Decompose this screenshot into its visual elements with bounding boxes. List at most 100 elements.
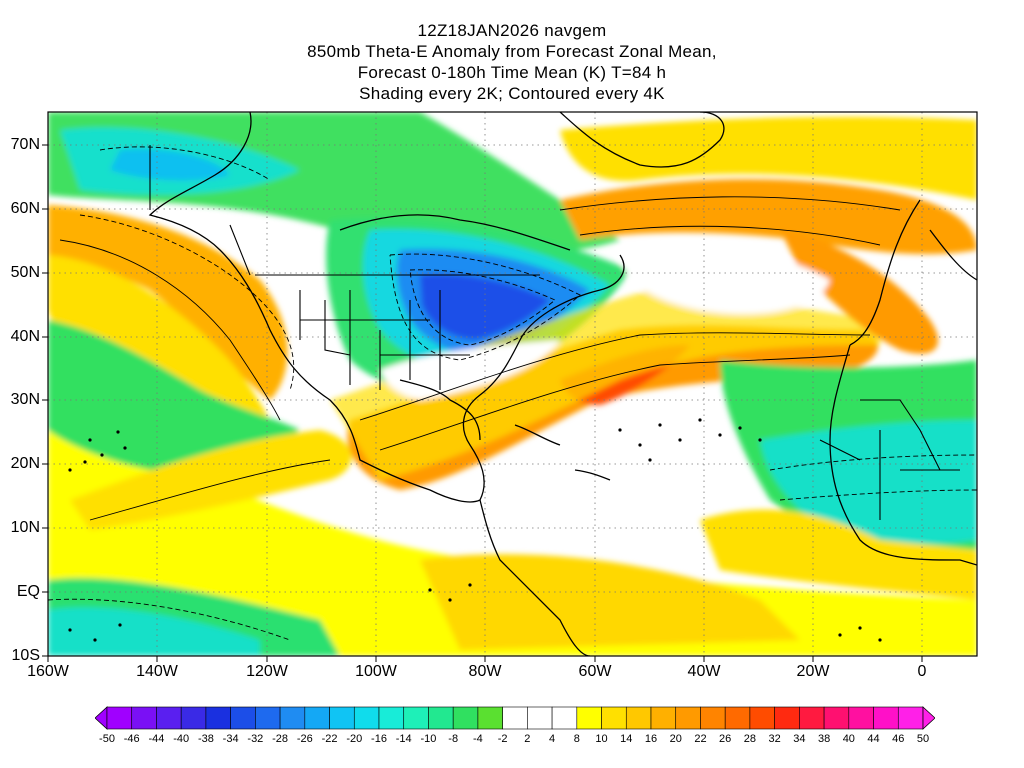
lat-label-20n: 20N [10,455,40,472]
colorbar-label: 2 [524,733,531,745]
colorbar-label: -28 [272,733,289,745]
colorbar-label: 8 [573,733,580,745]
colorbar-label: 32 [768,733,781,745]
colorbar-swatch [848,706,874,730]
orange-greenland [560,179,977,255]
colorbar-swatch [477,706,503,730]
yellow-west-africa [700,509,977,600]
colorbar-label: -44 [148,733,165,745]
lat-label-60n: 60N [10,200,40,217]
colorbar-label: -26 [296,733,313,745]
colorbar-swatch [675,706,701,730]
colorbar-swatch [724,706,751,730]
dotted-grid [48,112,977,656]
lat-label-eq: EQ [16,583,40,600]
colorbar-swatch [255,706,281,730]
lon-label-160w: 160W [27,663,69,680]
colorbar-swatch [650,706,677,730]
colorbar-label: -8 [448,733,459,745]
colorbar-swatch [106,706,133,730]
lon-label-20w: 20W [796,663,830,680]
colorbar-swatch [601,706,627,730]
colorbar-label: 16 [644,733,658,745]
speckled-convection [68,418,882,642]
colorbar-swatch [749,706,775,730]
colorbar-swatch [230,706,256,730]
political-borders [149,145,960,520]
colorbar-label: 26 [719,733,732,745]
map-frame [47,111,978,657]
colorbar-label: -46 [123,733,140,745]
lon-label-60w: 60W [578,663,612,680]
colorbar-label: 40 [842,733,855,745]
colorbar-swatch [502,706,528,730]
green-pacific-cold [48,320,300,470]
colorbar-swatch [353,706,380,730]
lon-label-80w: 80W [468,663,502,680]
colorbar-label: -2 [497,733,508,745]
colorbar-label: -50 [99,733,115,745]
colorbar-label: -40 [173,733,190,745]
lon-label-0: 0 [917,663,927,680]
colorbar-label: 38 [817,733,831,745]
colorbar-label: -38 [197,733,214,745]
colorbar-label: -16 [371,733,387,745]
colorbar [95,706,935,730]
colorbar-label: -10 [420,733,437,745]
teal-alaska-core [110,149,230,181]
colorbar-swatch [576,706,602,730]
colorbar-swatch [205,706,231,730]
colorbar-swatch [131,706,157,730]
colorbar-swatch [700,706,726,730]
title-line-1: 12Z18JAN2026 navgem [417,21,607,40]
colorbar-label: -14 [395,733,412,745]
colorbar-swatch [403,706,429,730]
colorbar-high-arrow [922,706,935,730]
colorbar-swatch [304,706,330,730]
colorbar-label: 4 [549,733,556,745]
yellow-pacific-subtropical [70,430,352,530]
colorbar-label: -22 [321,733,338,745]
colorbar-label: -20 [346,733,363,745]
lon-label-40w: 40W [687,663,721,680]
colorbar-label: 46 [892,733,905,745]
colorbar-label: -34 [222,733,239,745]
orange-europe-band [780,230,939,354]
colorbar-swatch [156,706,182,730]
colorbar-swatch [279,706,306,730]
yellow-tropical-east [420,554,800,650]
cyan-southern-pacific [48,607,260,656]
coastlines [148,112,977,656]
colorbar-swatch [625,706,652,730]
title-line-3: Forecast 0-180h Time Mean (K) T=84 h [357,63,667,82]
colorbar-swatch [799,706,825,730]
colorbar-label: 34 [793,733,806,745]
colorbar-label: 28 [743,733,757,745]
lon-label-100w: 100W [355,663,397,680]
colorbar-low-arrow [95,706,108,730]
deep-blue-core [420,274,550,340]
colorbar-swatch [452,706,479,730]
lat-label-10s: 10S [11,647,40,664]
colorbar-label: 44 [867,733,880,745]
colorbar-swatch [378,706,405,730]
colorbar-label: 14 [620,733,633,745]
colorbar-swatch [774,706,800,730]
cyan-africa [760,420,977,544]
colorbar-label: 20 [669,733,682,745]
lon-label-120w: 120W [246,663,288,680]
colorbar-swatch [873,706,899,730]
orange-gulf-of-alaska [48,205,288,400]
colorbar-swatch [180,706,207,730]
white-north-atlantic-gap [620,246,830,314]
colorbar-swatch [551,706,578,730]
lat-label-70n: 70N [10,136,40,153]
axis-ticks [42,144,923,662]
title-line-4: Shading every 2K; Contoured every 4K [359,84,665,103]
lon-label-140w: 140W [136,663,178,680]
yellow-atlantic-margin [330,290,880,480]
lat-label-40n: 40N [10,328,40,345]
anomaly-contours [48,146,977,641]
colorbar-swatch [428,706,454,730]
yellow-north-atlantic [560,116,977,200]
